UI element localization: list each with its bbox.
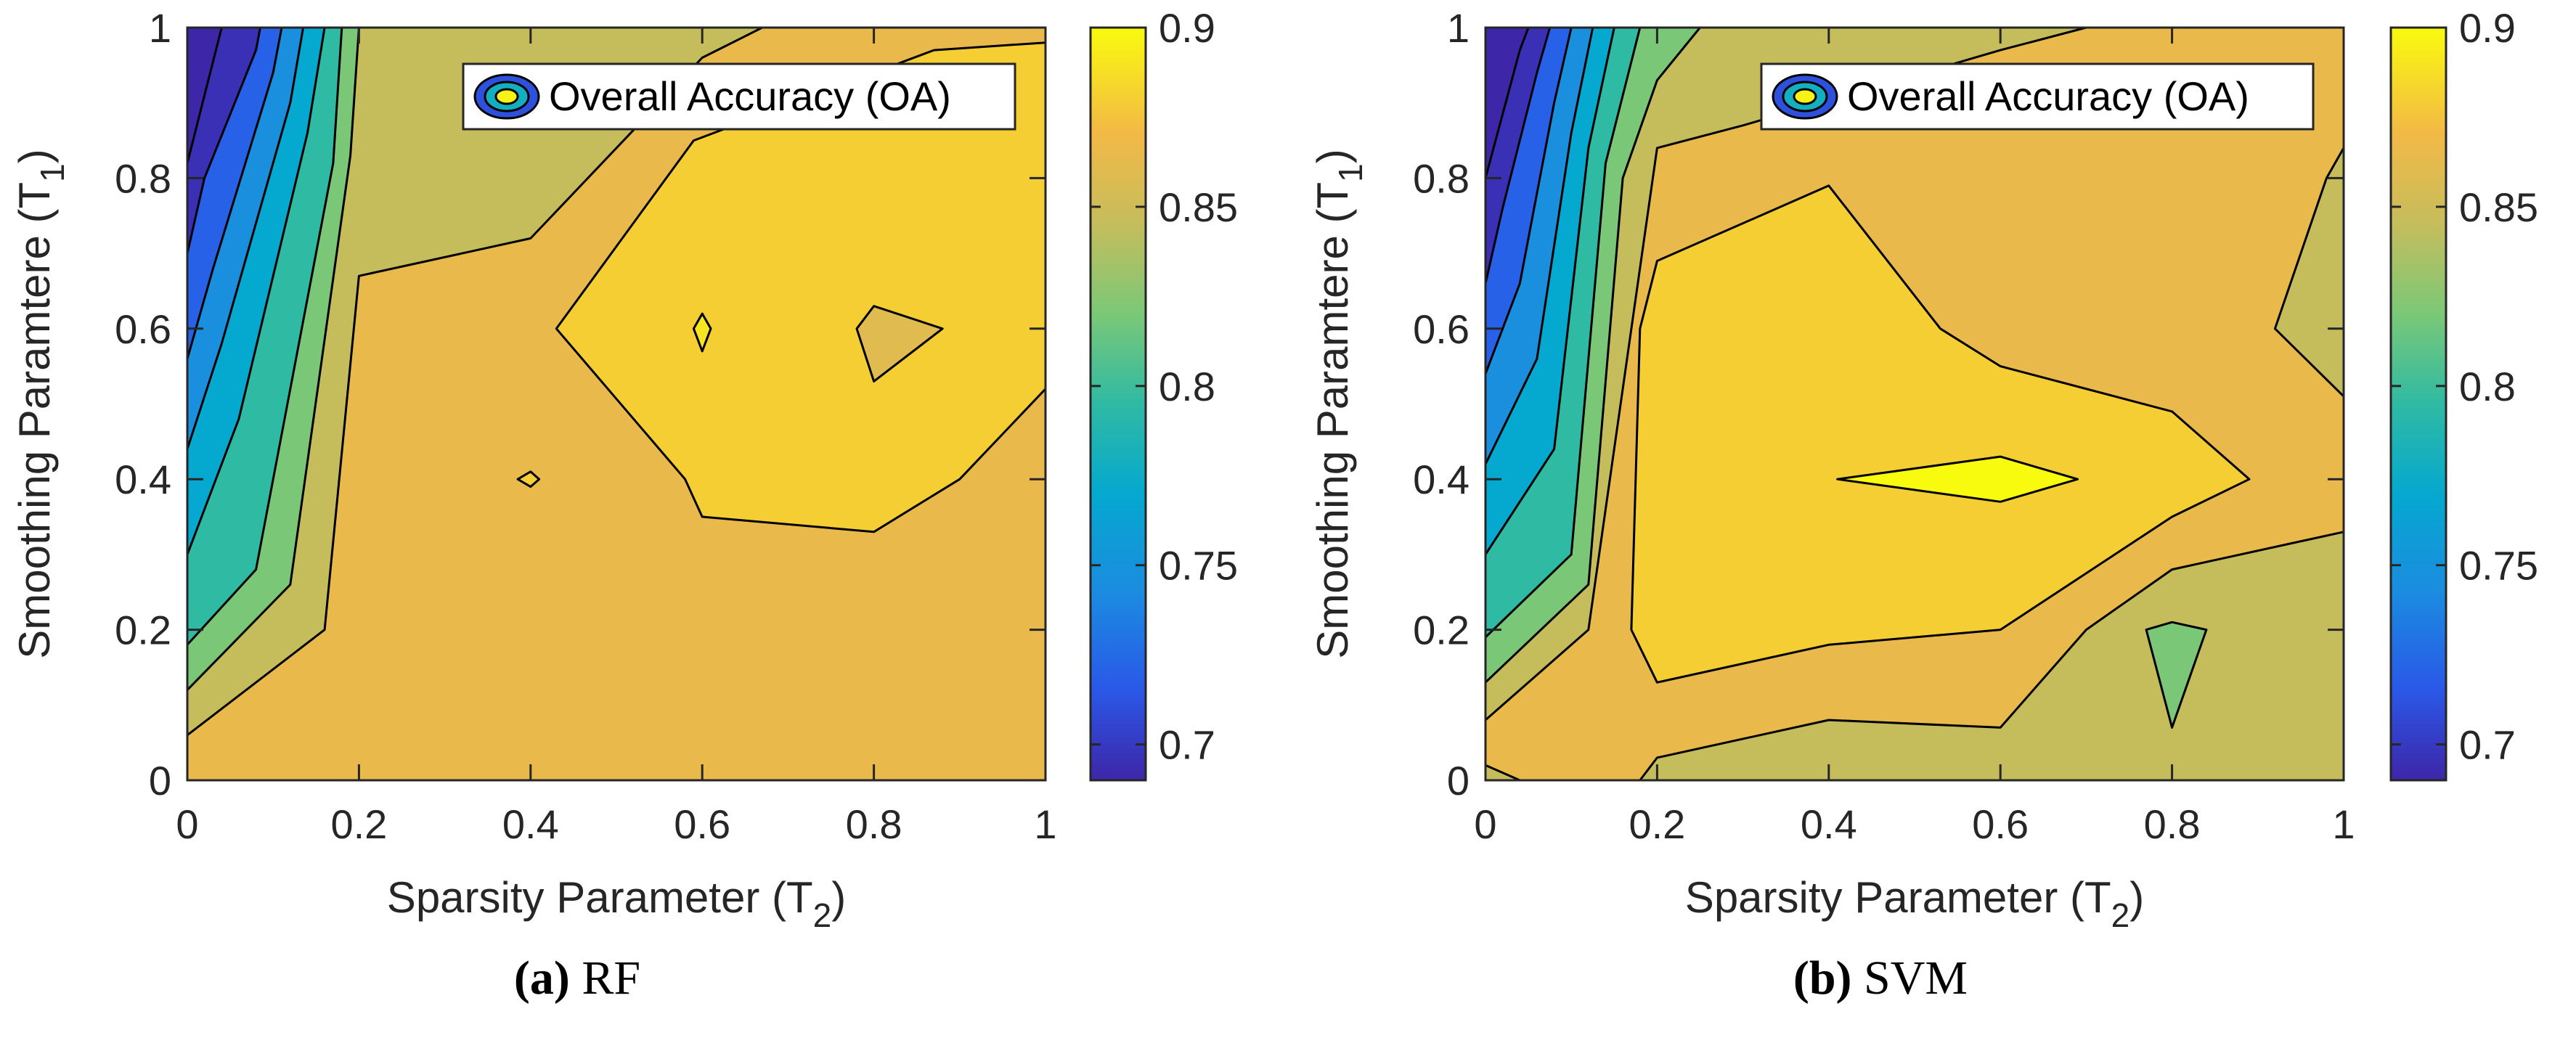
- colorbar-tick-label: 0.75: [2459, 543, 2538, 589]
- y-tick-label: 0.8: [1413, 155, 1470, 201]
- caption-a-label: (a): [513, 952, 570, 1005]
- legend-box: [462, 62, 1016, 131]
- contour-region: [1630, 184, 2251, 684]
- x-tick-label: 0.4: [502, 801, 559, 847]
- legend: Overall Accuracy (OA): [1760, 62, 2315, 131]
- y-tick-label: 0.2: [1413, 608, 1470, 653]
- x-tick-label: 0: [176, 801, 198, 847]
- contour-region: [516, 470, 541, 488]
- contour-region: [2145, 621, 2208, 729]
- x-tick-label: 0.6: [674, 801, 730, 847]
- x-tick-label: 0.2: [330, 801, 387, 847]
- y-tick-label: 0.6: [1413, 306, 1470, 352]
- legend-box: [1760, 62, 2315, 131]
- y-tick-label: 0.4: [1413, 457, 1470, 502]
- colorbar-tick-label: 0.85: [2459, 184, 2538, 230]
- x-tick-label: 0.8: [2144, 801, 2201, 847]
- y-tick-label: 0.6: [115, 306, 171, 352]
- y-tick-label: 1: [1447, 5, 1470, 51]
- y-tick-label: 0: [149, 758, 171, 803]
- x-tick-label: 0.6: [1972, 801, 2029, 847]
- y-tick-label: 0.8: [115, 155, 171, 201]
- x-tick-label: 0: [1474, 801, 1496, 847]
- y-tick-label: 0.2: [115, 608, 171, 653]
- x-tick-label: 1: [1034, 801, 1056, 847]
- caption-a: (a) RF: [214, 951, 940, 1006]
- colorbar-tick-label: 0.7: [2459, 722, 2516, 768]
- colorbar: 0.7 0.75 0.8 0.85 0.9: [1089, 5, 1238, 782]
- contour-region: [692, 312, 712, 353]
- contour-region: [855, 305, 944, 383]
- colorbar-tick-label: 0.7: [1159, 722, 1215, 768]
- x-tick-label: 0.4: [1801, 801, 1857, 847]
- legend-label: Overall Accuracy (OA): [1847, 73, 2249, 119]
- y-axis-label: Smoothing Paramtere (T1): [10, 149, 71, 659]
- colorbar-tick-label: 0.85: [1159, 184, 1238, 230]
- plot-frame: [1484, 26, 2345, 782]
- y-axis-label: Smoothing Paramtere (T1): [1308, 149, 1369, 659]
- legend: Overall Accuracy (OA): [462, 62, 1016, 131]
- colorbar-tick-label: 0.75: [1159, 543, 1238, 589]
- y-tick-label: 0: [1447, 758, 1470, 803]
- contour-panel-rf: 0 0.2 0.4 0.6 0.8 1 0 0.2 0.4 0.6 0.8 1 Sparsity Par…: [10, 5, 1238, 934]
- caption-b-label: (b): [1793, 952, 1852, 1005]
- colorbar-tick-label: 0.9: [1159, 5, 1215, 51]
- colorbar-gradient: [2389, 26, 2447, 782]
- legend-label: Overall Accuracy (OA): [549, 73, 951, 119]
- colorbar-tick-label: 0.9: [2459, 5, 2516, 51]
- x-axis-label: Sparsity Parameter (T2): [1685, 873, 2144, 934]
- contour-panel-svm: 0 0.2 0.4 0.6 0.8 1 0 0.2 0.4 0.6 0.8 1 Sparsity Par…: [1308, 5, 2538, 934]
- x-tick-label: 1: [2332, 801, 2355, 847]
- legend-swatch-icon: [1793, 88, 1817, 105]
- x-tick-label: 0.2: [1629, 801, 1685, 847]
- y-tick-label: 1: [149, 5, 171, 51]
- colorbar: 0.7 0.75 0.8 0.85 0.9: [2389, 5, 2538, 782]
- legend-swatch-icon: [494, 88, 519, 105]
- y-tick-label: 0.4: [115, 457, 171, 502]
- x-tick-label: 0.8: [846, 801, 902, 847]
- colorbar-gradient: [1089, 26, 1147, 782]
- colorbar-tick-label: 0.8: [1159, 364, 1215, 409]
- caption-b: (b) SVM: [1517, 951, 2243, 1006]
- plot-frame: [186, 26, 1047, 782]
- contour-region: [1836, 455, 2079, 503]
- caption-a-name: RF: [582, 952, 641, 1005]
- x-axis-label: Sparsity Parameter (T2): [387, 873, 846, 934]
- caption-b-name: SVM: [1864, 952, 1968, 1005]
- colorbar-tick-label: 0.8: [2459, 364, 2516, 409]
